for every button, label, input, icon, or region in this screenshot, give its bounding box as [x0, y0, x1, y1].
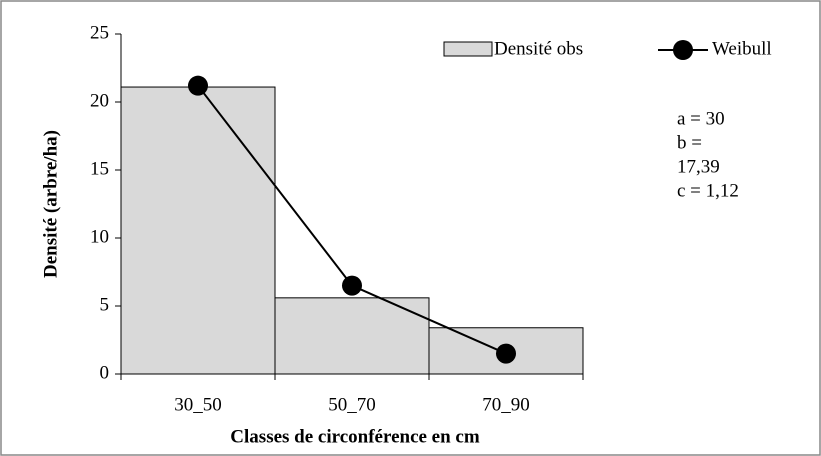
- y-axis-title: Densité (arbre/ha): [40, 130, 61, 278]
- x-axis-title: Classes de circonférence en cm: [230, 426, 480, 447]
- annotation: 17,39: [677, 156, 720, 177]
- bar: [120, 86, 276, 375]
- x-tick-label: 30_50: [174, 394, 222, 415]
- legend-label: Weibull: [712, 38, 772, 59]
- legend-label: Densité obs: [494, 38, 583, 59]
- annotation: b =: [677, 132, 702, 153]
- y-tick-label: 15: [90, 158, 109, 179]
- y-tick-label: 25: [90, 22, 109, 43]
- annotation: a = 30: [677, 108, 725, 129]
- bar: [274, 297, 430, 375]
- y-tick-label: 10: [90, 226, 109, 247]
- line-marker: [342, 275, 362, 296]
- legend-swatch: [443, 41, 493, 57]
- line-marker: [188, 75, 208, 96]
- line-marker: [496, 343, 516, 364]
- x-tick-label: 50_70: [328, 394, 376, 415]
- x-tick-label: 70_90: [482, 394, 530, 415]
- y-tick-label: 0: [100, 362, 110, 383]
- y-tick-label: 5: [100, 294, 110, 315]
- legend-marker: [673, 40, 693, 60]
- y-tick-label: 20: [90, 90, 109, 111]
- annotation: c = 1,12: [677, 180, 739, 201]
